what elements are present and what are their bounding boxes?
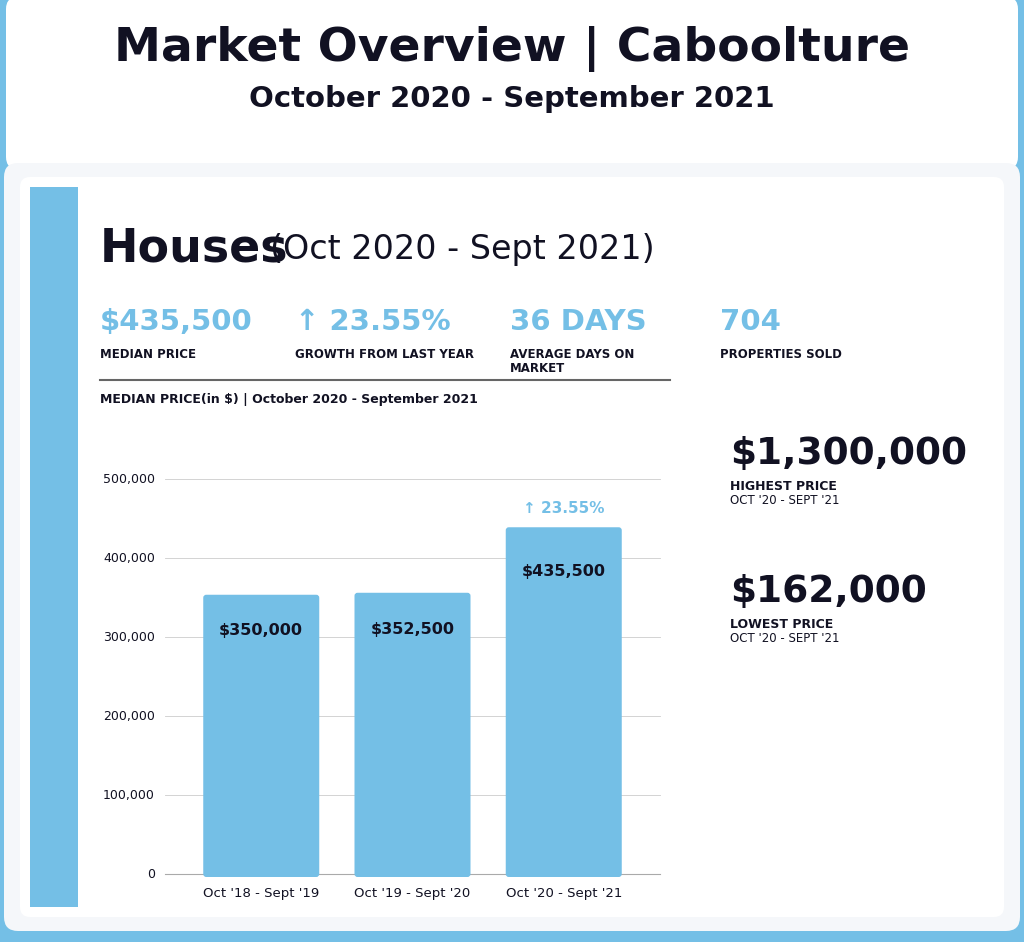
Text: Houses: Houses xyxy=(100,226,289,271)
Text: 300,000: 300,000 xyxy=(103,631,155,643)
Text: Market Overview | Caboolture: Market Overview | Caboolture xyxy=(114,26,910,72)
Text: OCT '20 - SEPT '21: OCT '20 - SEPT '21 xyxy=(730,495,840,508)
Text: MARKET: MARKET xyxy=(510,363,565,376)
Text: OCT '20 - SEPT '21: OCT '20 - SEPT '21 xyxy=(730,632,840,645)
Text: Oct '19 - Sept '20: Oct '19 - Sept '20 xyxy=(354,887,471,901)
FancyBboxPatch shape xyxy=(20,177,1004,917)
Text: $435,500: $435,500 xyxy=(522,564,606,579)
FancyBboxPatch shape xyxy=(354,593,470,877)
FancyBboxPatch shape xyxy=(30,187,78,907)
Text: $1,300,000: $1,300,000 xyxy=(730,436,967,472)
Text: $350,000: $350,000 xyxy=(219,624,303,639)
Text: MEDIAN PRICE: MEDIAN PRICE xyxy=(100,348,196,361)
Text: $435,500: $435,500 xyxy=(100,308,253,336)
Text: ↑ 23.55%: ↑ 23.55% xyxy=(523,501,604,516)
Text: MEDIAN PRICE(in $) | October 2020 - September 2021: MEDIAN PRICE(in $) | October 2020 - Sept… xyxy=(100,394,478,407)
Text: October 2020 - September 2021: October 2020 - September 2021 xyxy=(249,85,775,113)
Text: (Oct 2020 - Sept 2021): (Oct 2020 - Sept 2021) xyxy=(270,233,654,266)
Text: 200,000: 200,000 xyxy=(103,709,155,723)
Text: 704: 704 xyxy=(720,308,781,336)
FancyBboxPatch shape xyxy=(4,163,1020,931)
Text: $352,500: $352,500 xyxy=(371,622,455,637)
Text: Oct '18 - Sept '19: Oct '18 - Sept '19 xyxy=(203,887,319,901)
Text: AVERAGE DAYS ON: AVERAGE DAYS ON xyxy=(510,348,635,361)
Text: HIGHEST PRICE: HIGHEST PRICE xyxy=(730,479,837,493)
FancyBboxPatch shape xyxy=(6,0,1018,169)
Text: 500,000: 500,000 xyxy=(103,473,155,486)
Text: 36 DAYS: 36 DAYS xyxy=(510,308,646,336)
Text: ↑ 23.55%: ↑ 23.55% xyxy=(295,308,451,336)
Text: GROWTH FROM LAST YEAR: GROWTH FROM LAST YEAR xyxy=(295,348,474,361)
Text: $162,000: $162,000 xyxy=(730,574,927,610)
Text: LOWEST PRICE: LOWEST PRICE xyxy=(730,618,834,630)
Text: 0: 0 xyxy=(147,868,155,881)
Text: Oct '20 - Sept '21: Oct '20 - Sept '21 xyxy=(506,887,622,901)
Text: 100,000: 100,000 xyxy=(103,788,155,802)
Text: 400,000: 400,000 xyxy=(103,552,155,565)
FancyBboxPatch shape xyxy=(203,594,319,877)
Text: PROPERTIES SOLD: PROPERTIES SOLD xyxy=(720,348,842,361)
FancyBboxPatch shape xyxy=(506,528,622,877)
